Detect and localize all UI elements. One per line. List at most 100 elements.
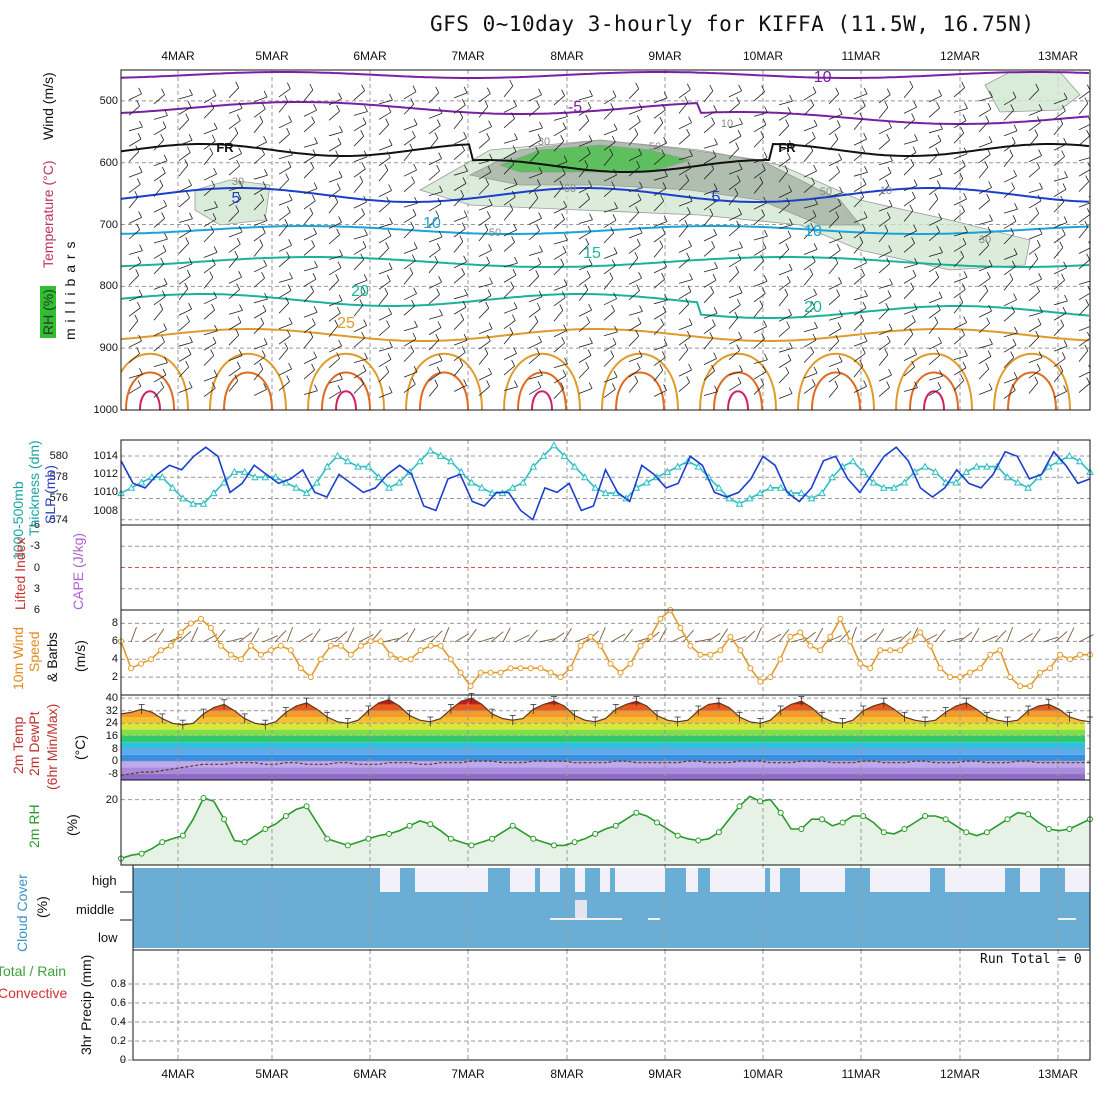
wind-barb [828, 373, 841, 383]
wind-barb-flag [134, 314, 139, 321]
wind-barb-flag [838, 231, 843, 239]
wind-barb-flag [411, 299, 415, 307]
wind-barb-flag [887, 290, 892, 297]
wind-barb [453, 294, 468, 300]
wind-barb-flag [634, 128, 639, 135]
wind-barb-flag [338, 216, 342, 223]
wind-barb-flag [364, 228, 368, 236]
wind-barb-flag [762, 242, 767, 249]
wind-barb [553, 186, 564, 198]
wind-barb-flag [934, 316, 939, 323]
wind-barb-flag [736, 298, 741, 306]
wind-barb-flag [488, 322, 493, 329]
wind-barb-flag [709, 208, 714, 215]
wind-barb-flag [786, 321, 790, 328]
upper-side-label-mb: m i l l i b a r s [62, 240, 78, 340]
wind-barb-flag [189, 212, 193, 219]
wind-barb-flag [239, 180, 243, 187]
wind-barb [603, 207, 618, 213]
wind-barb-flag [462, 177, 467, 184]
wind-barb-flag [887, 166, 892, 174]
wind-barb-flag [859, 236, 864, 243]
wind-barb [353, 214, 365, 224]
wind-barb-flag [786, 197, 790, 205]
wind-barb [903, 210, 914, 222]
temp-band [121, 742, 1085, 749]
y-tick: 800 [99, 280, 118, 293]
wind-barb-flag [286, 206, 291, 213]
date-label-bottom: 11MAR [841, 1067, 881, 1081]
rh-label: 50 [820, 186, 832, 198]
wind-barb [428, 236, 443, 243]
wind-barb [403, 136, 416, 146]
wind-barb-flag [261, 102, 266, 110]
wind-barb [203, 218, 217, 227]
thickness-point [550, 441, 558, 449]
wind-barb [628, 166, 640, 177]
wind-barb [678, 382, 690, 392]
wind-barb-flag [1038, 351, 1043, 358]
wind-barb [728, 370, 743, 376]
date-label-top: 5MAR [255, 49, 289, 63]
rh2m-point [612, 822, 619, 829]
wind-barb-flag [586, 147, 591, 154]
wind-barb-flag [412, 85, 417, 92]
wind-barb-flag [562, 122, 567, 129]
wind-barb-flag [860, 314, 865, 321]
wind-barb [553, 251, 567, 260]
wind-barb-flag [337, 261, 342, 268]
wind-barb-flag [913, 303, 918, 310]
wind-barb [878, 250, 892, 258]
wind-barb [328, 390, 342, 399]
wind-barb [453, 183, 467, 191]
date-label-bottom: 9MAR [648, 1067, 682, 1081]
wind10m-barb [166, 636, 183, 643]
wind-barb [228, 243, 241, 253]
wind-barb [253, 187, 267, 195]
wind-barb [453, 364, 464, 377]
wind-barb [428, 248, 441, 258]
isotherm-40 [923, 390, 945, 410]
wind-barb [303, 122, 315, 133]
wind-barb [828, 237, 843, 244]
wind-barb-flag [1010, 351, 1015, 358]
wind-barb-flag [738, 331, 742, 339]
wind-barb [828, 316, 843, 321]
wind-barb-flag [987, 226, 992, 233]
wind-barb-flag [439, 185, 443, 192]
wind-barb [553, 388, 564, 399]
wind-barb-flag [914, 134, 918, 141]
wind-barb [1028, 324, 1042, 333]
wind-barb [353, 279, 368, 286]
wind-barb-flag [188, 381, 193, 388]
wind-barb-flag [288, 239, 292, 246]
wind-barb-flag [661, 103, 666, 111]
wind-barb [428, 216, 439, 227]
wind-barb-flag [411, 378, 416, 385]
wind10m-barb [514, 634, 530, 643]
wind10m-barb [358, 634, 374, 643]
wind-barb-flag [186, 315, 190, 322]
wind-barb-flag [1034, 252, 1039, 260]
thickness-point [209, 489, 218, 497]
wind-barb-flag [434, 132, 439, 139]
wind-barb [578, 219, 593, 224]
wind-barb-flag [636, 239, 641, 246]
wind-barb-flag [711, 364, 715, 372]
wind-barb-flag [487, 165, 492, 173]
wind-barb-flag [514, 256, 518, 264]
wind-barb-flag [459, 235, 464, 242]
wind-barb [403, 202, 418, 208]
wind-barb-flag [461, 268, 465, 275]
cloud-gap-middle-line [550, 918, 622, 920]
wind-barb-flag [562, 246, 567, 253]
wind-barb [928, 252, 943, 257]
wind-barb [653, 357, 666, 366]
wind-barb-flag [136, 301, 141, 309]
wind-barb-flag [861, 347, 866, 354]
wind-barb [903, 230, 917, 238]
wind-barb [628, 154, 642, 162]
wind10m-point [907, 638, 914, 645]
wind-barb [428, 92, 439, 104]
wind-barb-flag [339, 249, 343, 256]
